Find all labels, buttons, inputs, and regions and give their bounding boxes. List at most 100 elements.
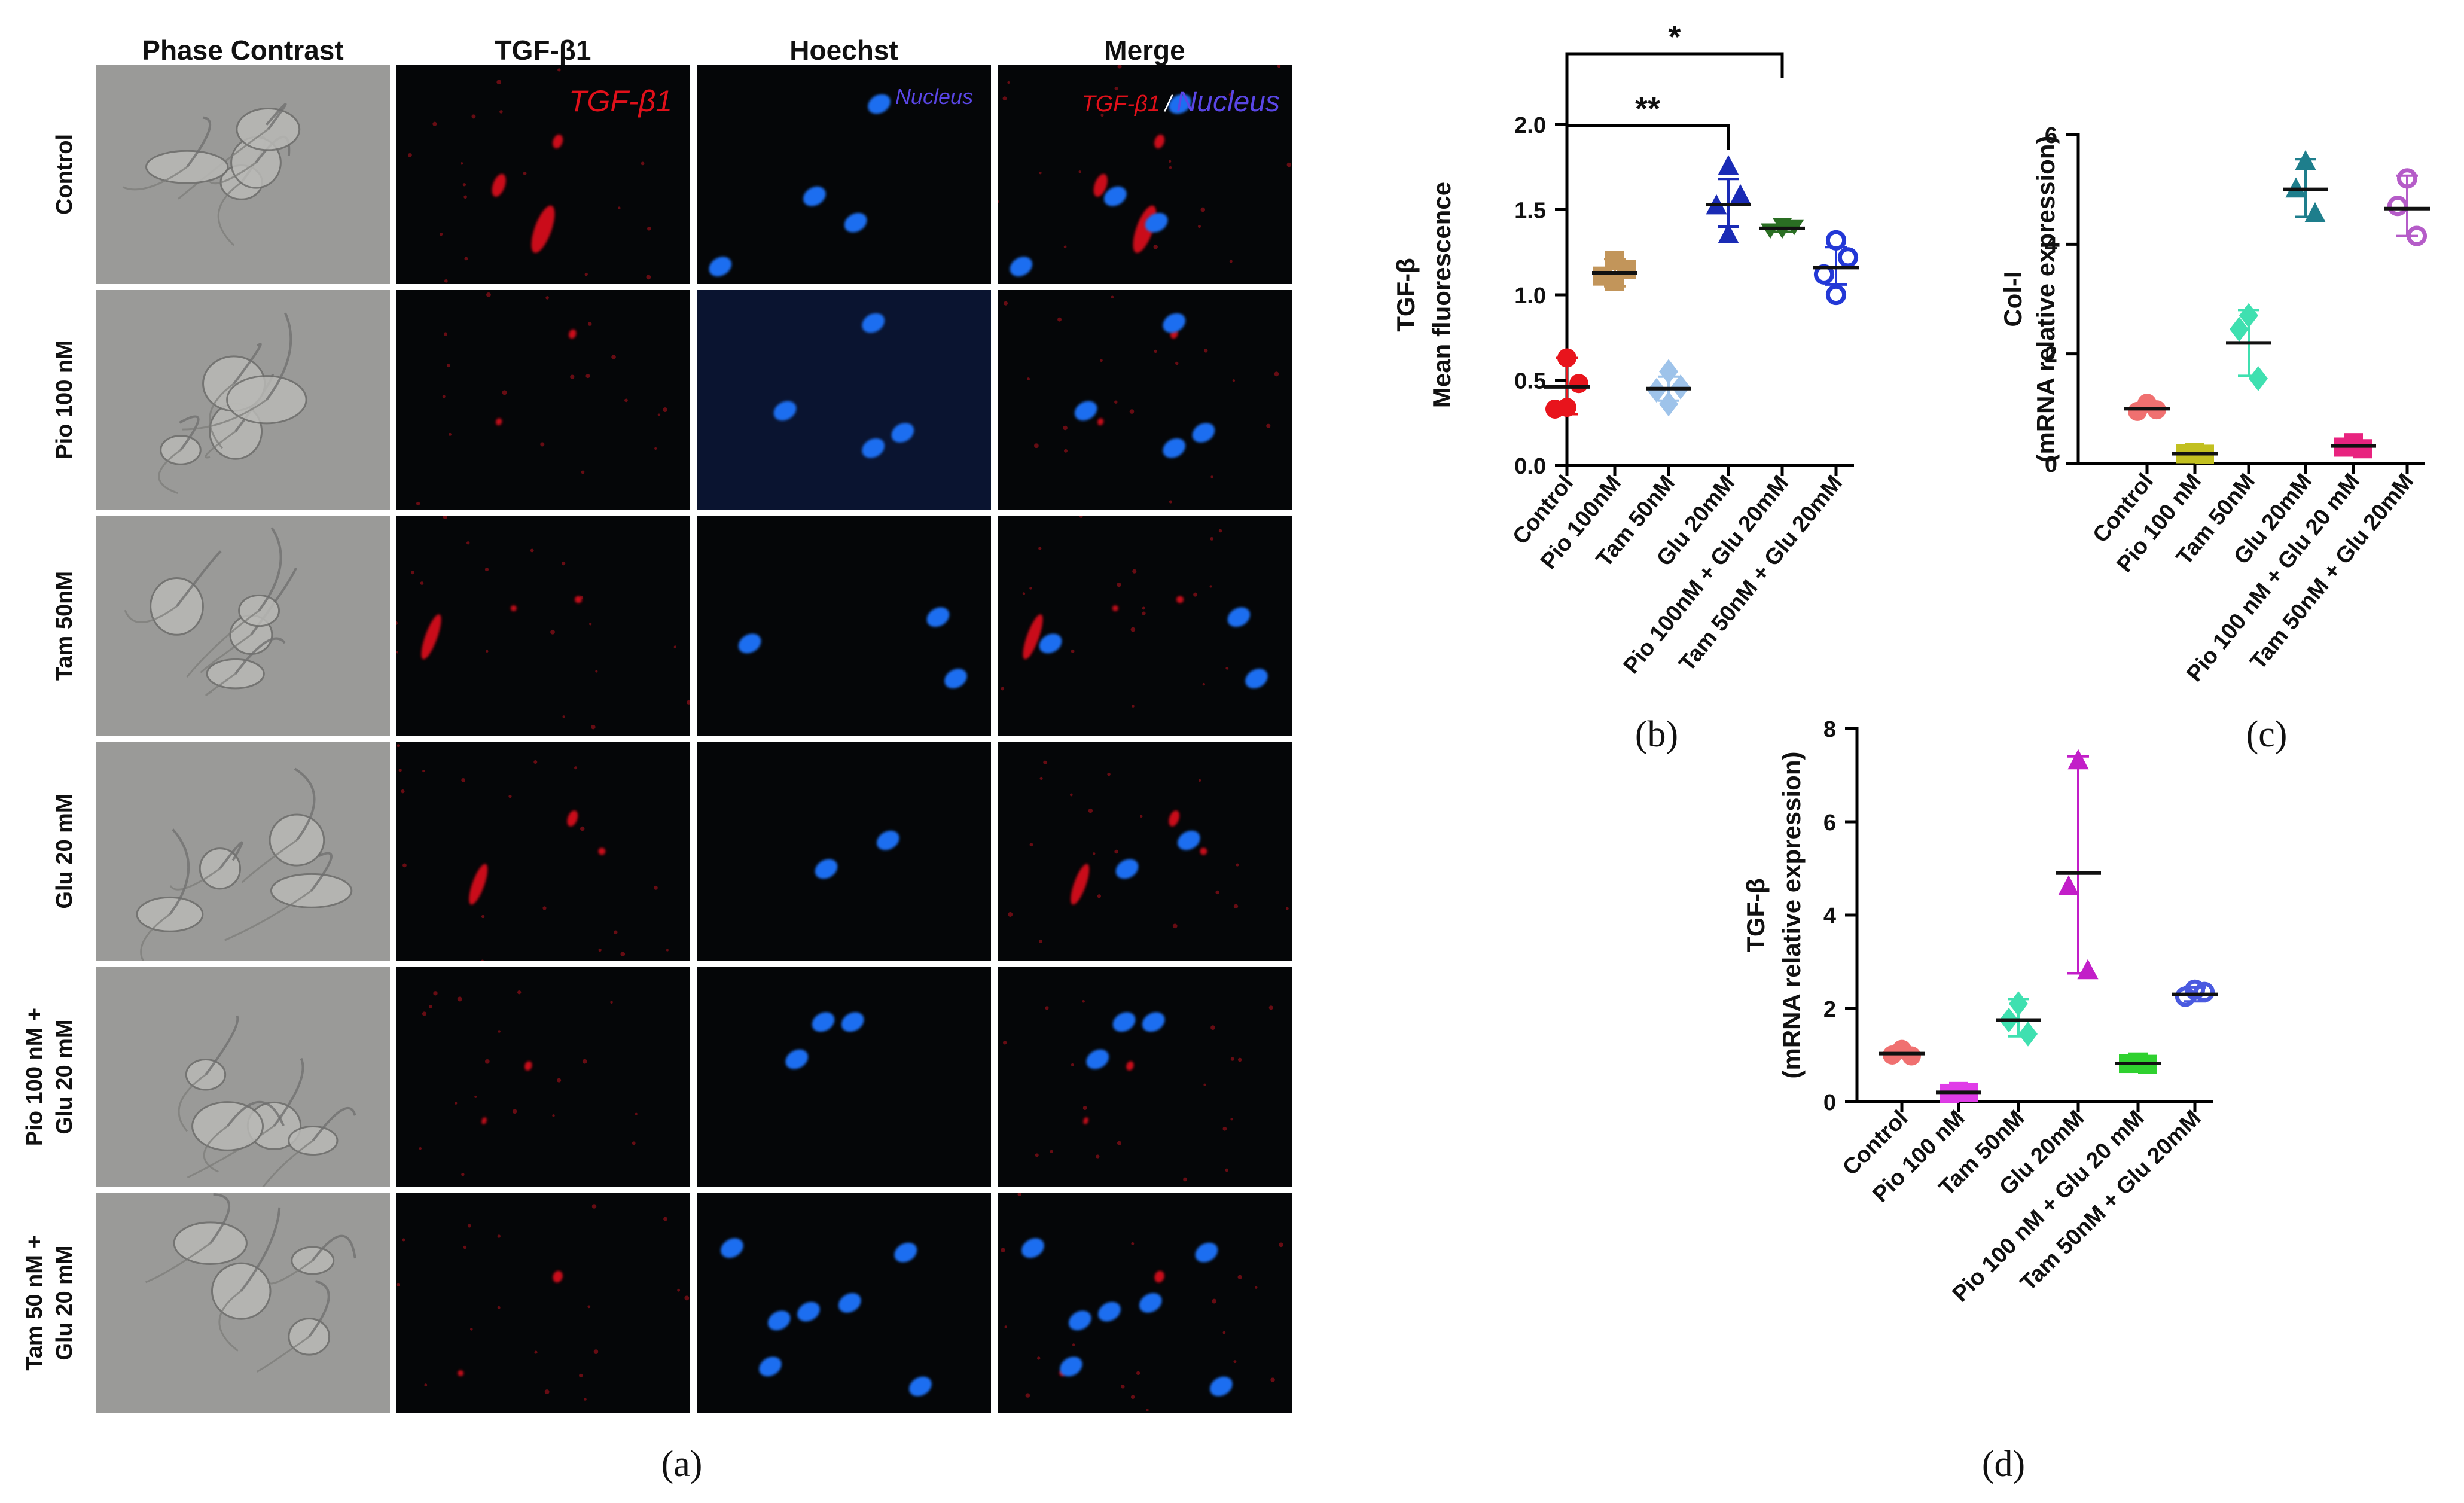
data-point-c-5-0: [2396, 168, 2418, 189]
tgf-speckle: [1130, 1395, 1135, 1399]
tgf-speckle: [463, 1245, 467, 1249]
fluorescence-bg: [697, 742, 991, 961]
row-label-1: Pio 100 nM: [52, 340, 77, 459]
cell-process: [205, 1015, 239, 1075]
tgf-speckle: [544, 1389, 550, 1395]
tgf-speckle: [523, 172, 527, 175]
tgf-speckle: [1175, 361, 1179, 365]
data-point-b-0-1: [1569, 374, 1588, 394]
data-point-d-0-2: [1902, 1046, 1921, 1066]
tgf-speckle: [408, 153, 412, 157]
tgf-speckle: [1007, 81, 1010, 84]
data-point-c-2-2: [2249, 366, 2268, 391]
tgf-speckle: [422, 1011, 427, 1016]
tgf-speckle: [396, 1282, 400, 1287]
row-label-4: Pio 100 nM + Glu 20 mM: [22, 1008, 77, 1146]
y-tick-label: 0.0: [1514, 454, 1546, 479]
tgf-speckle: [1210, 475, 1213, 478]
cell-process: [209, 383, 234, 449]
tgf-speckle: [508, 795, 512, 798]
y-tick-label: 0: [1823, 1090, 1836, 1115]
phase-contrast-bg: [96, 742, 390, 961]
tgf-signal: [1071, 864, 1090, 905]
tgf-speckle: [557, 1078, 562, 1083]
tgf-speckle: [1183, 1177, 1187, 1182]
tgf-speckle: [1117, 65, 1122, 69]
nucleus: [797, 1301, 820, 1322]
fluorescence-bg: [998, 967, 1292, 1187]
tgf-speckle: [446, 364, 450, 368]
row-label-line: Control: [52, 134, 77, 215]
data-point-c-0-1: [2128, 401, 2147, 421]
tgf-speckle: [497, 1234, 501, 1238]
tgf-speckle: [1063, 425, 1068, 431]
nucleus: [1112, 1012, 1136, 1032]
tgf-speckle: [1210, 536, 1214, 541]
nucleus: [1177, 830, 1200, 850]
nucleus: [721, 1238, 743, 1258]
tgf-speckle: [1153, 245, 1158, 249]
tgf-speckle: [1218, 529, 1222, 533]
tgf-signal: [1169, 810, 1180, 827]
cell-process: [182, 399, 267, 431]
data-point-b-5-0: [1825, 230, 1847, 251]
tgf-signal: [1093, 173, 1108, 197]
tgf-speckle: [587, 1305, 591, 1309]
data-point-b-1-3: [1605, 272, 1624, 291]
nucleus: [1245, 669, 1268, 688]
y-axis-label-line: (mRNA relative expression): [1777, 752, 1806, 1079]
cell-process: [186, 609, 260, 678]
nucleus-stain-label: Nucleus: [895, 84, 973, 109]
nucleus: [1227, 607, 1251, 627]
tgf-speckle: [1154, 349, 1157, 353]
data-point-c-4-2: [2353, 439, 2372, 459]
data-point-c-5-1: [2387, 196, 2408, 217]
cell-process: [169, 868, 221, 891]
nucleus: [1098, 1301, 1121, 1322]
tgf-signal: [1176, 596, 1184, 603]
tgf-speckle: [620, 952, 626, 957]
tgf-speckle: [444, 279, 448, 283]
cell-process: [200, 634, 252, 673]
tgf-speckle: [1286, 162, 1292, 167]
tgf-speckle: [464, 257, 468, 261]
tgf-speckle: [1117, 583, 1121, 587]
tgf-speckle: [1209, 585, 1212, 588]
tgf-speckle: [1100, 359, 1103, 362]
tile-r3-c3: [998, 742, 1292, 961]
cell-process: [209, 1193, 231, 1244]
cell-process: [217, 181, 242, 246]
tgf-speckle: [1107, 772, 1111, 776]
y-axis-label-line: Mean fluorescence: [1428, 182, 1456, 408]
data-point-b-3-1: [1730, 184, 1751, 205]
nucleus: [1074, 401, 1097, 421]
nucleus: [815, 859, 838, 879]
tgf-speckle: [1225, 1168, 1229, 1172]
column-header-0: Phase Contrast: [142, 35, 343, 66]
tgf-speckle: [540, 442, 545, 447]
cell-process: [207, 161, 257, 185]
tgf-speckle: [1117, 1141, 1122, 1145]
tgf-speckle: [1274, 371, 1279, 377]
panel-a-label: (a): [661, 1444, 703, 1484]
y-tick-label: 0: [2045, 452, 2057, 477]
tgf-speckle: [1140, 815, 1143, 818]
tgf-speckle: [410, 571, 414, 575]
row-label-line: Glu 20 mM: [52, 794, 77, 908]
data-point-b-2-0: [1659, 359, 1678, 385]
row-label-0: Control: [52, 134, 77, 215]
tile-r1-c3: [998, 290, 1292, 510]
nucleus: [767, 1310, 791, 1331]
row-label-line: Glu 20 mM: [52, 1245, 77, 1360]
tgf-speckle: [1193, 592, 1198, 597]
nucleus: [909, 1376, 932, 1397]
nucleus: [1210, 1376, 1233, 1397]
tgf-speckle: [533, 760, 538, 764]
tile-r1-c1: [396, 290, 690, 510]
row-label-line: Pio 100 nM: [52, 340, 77, 459]
tgf-speckle: [593, 1349, 599, 1354]
tgf-speckle: [398, 769, 402, 772]
nucleus: [862, 313, 885, 333]
y-tick-label: 2: [1823, 997, 1836, 1022]
